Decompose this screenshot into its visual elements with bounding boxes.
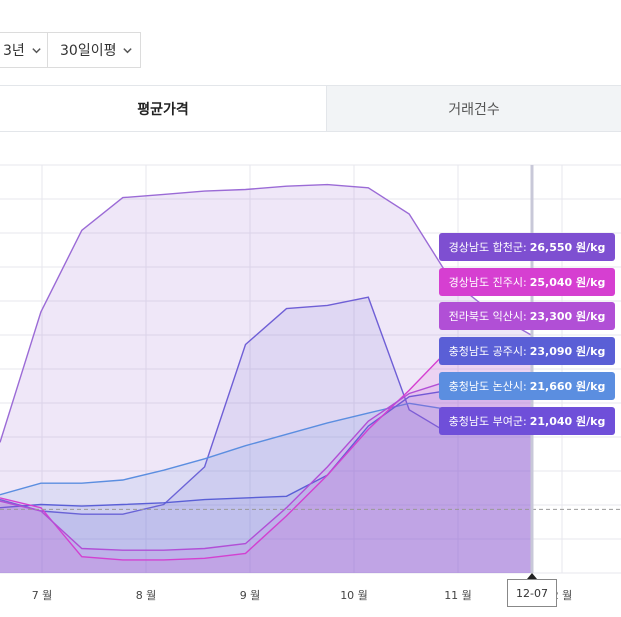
tooltip-region: 전라북도 익산시: [448,310,527,323]
tab-trade-count[interactable]: 거래건수 [326,86,621,131]
series-area [0,380,532,573]
series-area [0,297,532,573]
x-tick-label: 9 월 [239,589,261,602]
series-area [0,403,532,573]
tooltip-item: 충청남도 논산시: 21,660 원/kg [439,372,615,400]
average-select[interactable]: 30일이평 [47,32,141,68]
x-tick-label: 8 월 [135,589,157,602]
tooltip-value: 21,040 원/kg [529,415,606,428]
average-select-label: 30일이평 [60,43,117,59]
tab-average-price[interactable]: 평균가격 [0,86,326,131]
tooltip-item: 충청남도 부여군: 21,040 원/kg [439,407,615,435]
tooltip-region: 충청남도 논산시: [448,380,527,393]
tooltip-region: 충청남도 공주시: [448,345,527,358]
x-tick-label: 7 월 [31,589,53,602]
tooltip-item: 경상남도 진주시: 25,040 원/kg [439,268,615,296]
crosshair-marker [527,573,537,579]
tooltip-value: 23,090 원/kg [529,345,606,358]
tooltip-item: 충청남도 공주시: 23,090 원/kg [439,337,615,365]
price-chart [0,164,621,579]
x-tick-label: 11 월 [444,589,472,602]
tooltip-value: 23,300 원/kg [529,310,606,323]
tooltip-region: 경상남도 합천군: [448,241,527,254]
chevron-down-icon [123,47,133,53]
series-area [0,347,532,573]
tooltip-value: 21,660 원/kg [529,380,606,393]
tooltip-item: 전라북도 익산시: 23,300 원/kg [439,302,615,330]
tooltip-value: 25,040 원/kg [529,276,606,289]
tab-bar: 평균가격 거래건수 [0,85,621,132]
period-select-label: 3년 [3,43,25,59]
series-area [0,184,532,573]
tooltip-region: 경상남도 진주시: [448,276,527,289]
chevron-down-icon [32,47,41,53]
period-select[interactable]: 3년 [0,32,48,68]
tooltip-item: 경상남도 합천군: 26,550 원/kg [439,233,615,261]
tooltip-region: 충청남도 부여군: [448,415,527,428]
tooltip-value: 26,550 원/kg [529,241,606,254]
series-area [0,390,532,573]
crosshair-date-label: 12-07 [507,579,557,607]
x-tick-label: 10 월 [340,589,368,602]
